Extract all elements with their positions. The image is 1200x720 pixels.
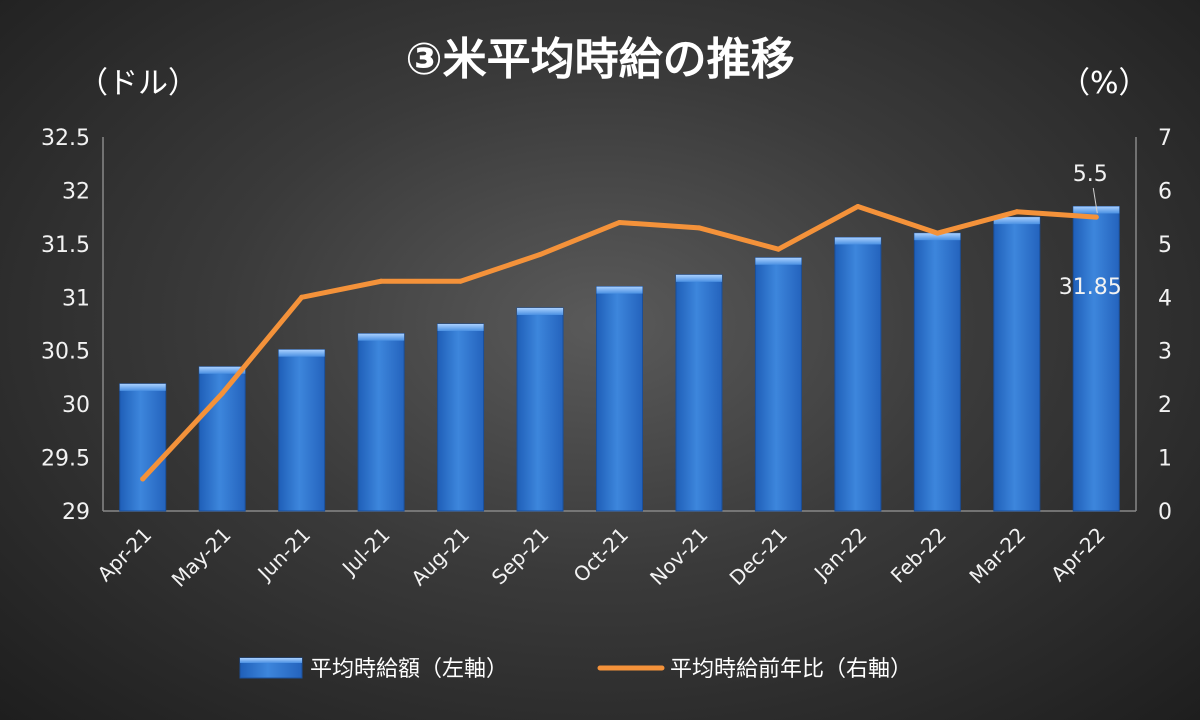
- bar: [437, 323, 485, 512]
- line-point: [855, 203, 861, 209]
- left-tick-label: 32: [62, 179, 90, 204]
- line-point: [378, 278, 384, 284]
- left-tick-label: 30: [62, 393, 90, 418]
- line-point: [934, 230, 940, 236]
- bar-cap: [119, 383, 166, 391]
- bar-data-label: 31.85: [1059, 275, 1122, 300]
- bar: [834, 236, 882, 512]
- bar-series: [119, 205, 1120, 512]
- line-point: [140, 476, 146, 482]
- right-tick-label: 6: [1158, 179, 1172, 204]
- x-tick-label: Oct-21: [569, 523, 634, 588]
- right-tick-label: 7: [1158, 126, 1172, 151]
- bar-cap: [199, 366, 246, 374]
- x-tick-label: Aug-21: [406, 523, 474, 591]
- bar-cap: [278, 349, 325, 357]
- left-tick-label: 32.5: [41, 126, 90, 151]
- legend-swatch-bar-cap: [240, 658, 302, 663]
- legend-label-bar: 平均時給額（左軸）: [310, 657, 508, 682]
- line-point: [775, 246, 781, 252]
- left-tick-label: 31: [62, 286, 90, 311]
- right-axis-unit: （%）: [1060, 66, 1149, 101]
- line-point: [617, 219, 622, 225]
- x-tick-label: Feb-22: [886, 523, 951, 588]
- left-tick-label: 31.5: [41, 233, 90, 258]
- x-axis-ticks: Apr-21 May-21 Jun-21 Jul-21 Aug-21 Sep-21 Oct-…: [93, 523, 1110, 592]
- left-tick-label: 30.5: [41, 340, 90, 365]
- bar: [119, 383, 167, 512]
- bar: [913, 232, 961, 512]
- right-axis-ticks: 0 1 2 3 4 5 6 7: [1158, 126, 1172, 525]
- line-point: [537, 252, 543, 258]
- data-labels: 31.85 5.5: [1059, 162, 1122, 300]
- left-tick-label: 29: [62, 500, 90, 525]
- x-tick-label: Nov-21: [645, 523, 712, 590]
- line-point: [299, 294, 305, 300]
- bar: [198, 366, 246, 512]
- x-tick-label: Apr-22: [1046, 523, 1110, 587]
- line-point: [458, 278, 464, 284]
- x-tick-label: Jul-21: [336, 523, 395, 582]
- bar-cap: [834, 237, 881, 245]
- right-tick-label: 0: [1158, 500, 1172, 525]
- bar: [516, 307, 564, 512]
- right-tick-label: 4: [1158, 286, 1172, 311]
- bar: [675, 274, 723, 512]
- x-tick-label: Dec-21: [725, 523, 792, 590]
- x-tick-label: Jun-21: [252, 523, 316, 587]
- left-axis-ticks: 29 29.5 30 30.5 31 31.5 32 32.5: [41, 126, 90, 525]
- bar: [993, 216, 1041, 512]
- line-point: [1093, 214, 1099, 220]
- bar-cap: [993, 217, 1040, 225]
- line-data-label: 5.5: [1073, 162, 1108, 187]
- right-tick-label: 3: [1158, 340, 1172, 365]
- bar-cap: [675, 274, 722, 282]
- x-tick-label: Mar-22: [964, 523, 1030, 589]
- bar-cap: [596, 286, 643, 294]
- left-tick-label: 29.5: [41, 447, 90, 472]
- right-tick-label: 2: [1158, 393, 1172, 418]
- line-series: [140, 203, 1099, 482]
- bar: [1072, 205, 1120, 512]
- line-point: [1014, 209, 1020, 215]
- data-label-leader: [1092, 187, 1098, 214]
- bar-cap: [914, 233, 961, 241]
- bar-cap: [755, 257, 802, 265]
- x-tick-label: Apr-21: [93, 523, 157, 587]
- bar: [357, 333, 405, 512]
- right-tick-label: 5: [1158, 233, 1172, 258]
- legend: 平均時給額（左軸） 平均時給前年比（右軸）: [239, 657, 912, 682]
- line-point: [219, 390, 225, 396]
- x-tick-label: Jan-22: [808, 523, 871, 586]
- bar-cap: [358, 333, 405, 341]
- bar: [278, 349, 326, 512]
- bar: [596, 286, 643, 512]
- right-tick-label: 1: [1158, 447, 1172, 472]
- left-axis-unit: （ドル）: [78, 66, 198, 101]
- chart-title: ③米平均時給の推移: [405, 34, 794, 85]
- x-tick-label: Sep-21: [487, 523, 554, 590]
- legend-label-line: 平均時給前年比（右軸）: [670, 657, 912, 682]
- bar: [754, 257, 802, 512]
- line-point: [696, 225, 702, 231]
- bar-cap: [437, 324, 484, 331]
- bar-cap: [517, 307, 564, 315]
- x-tick-label: May-21: [167, 523, 236, 592]
